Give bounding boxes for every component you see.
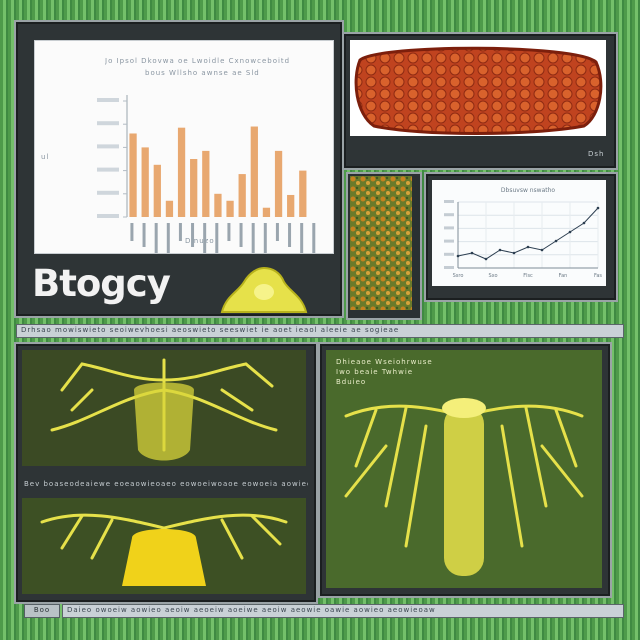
line-chart-x-tick-label: Flsc bbox=[523, 273, 533, 279]
bar bbox=[262, 207, 271, 217]
bottom-status-strip: Daieo owoeiw aowieo aeoiw aeoeiw aoeiwe … bbox=[62, 604, 624, 618]
bar-chart-y-tick-label bbox=[97, 214, 119, 218]
chart-x-axis-label: Dmuzo bbox=[185, 237, 215, 245]
bar-chart-y-tick-label bbox=[97, 190, 119, 195]
bar bbox=[153, 164, 161, 217]
bottom-button[interactable]: Boo bbox=[24, 604, 60, 618]
bar bbox=[190, 159, 198, 217]
bar-category-label bbox=[239, 223, 243, 247]
bar-category-label bbox=[288, 223, 292, 247]
line-point bbox=[568, 230, 572, 234]
line-point bbox=[456, 254, 460, 258]
line-point bbox=[526, 245, 530, 249]
lower-left-monitor: Bev boaseodeaiewe eoeaowieoaeo eowoeiwoa… bbox=[14, 342, 318, 604]
bar bbox=[238, 174, 246, 217]
bar-chart-y-tick-label bbox=[97, 98, 119, 102]
line-chart-monitor: Dbsuvsw nswatho Ssro Sxo Flsc Fan Fas bbox=[424, 172, 618, 302]
organism-detail-view: Dhieaoe Wseiohrwuse Iwo beaie Twhwie Bdu… bbox=[326, 350, 602, 588]
chart-y-axis-label: ul bbox=[41, 153, 50, 161]
line-chart-y-tick-label bbox=[444, 266, 454, 269]
bottom-button-label: Boo bbox=[33, 606, 51, 614]
organism-root-icon bbox=[344, 398, 584, 576]
line-chart-y-tick-label bbox=[444, 252, 454, 256]
chart-caption-line1: Jo Ipsol Dkovwa oe Lwoidle Cxnowceboitd bbox=[105, 57, 291, 65]
bar bbox=[299, 170, 307, 217]
bar-category-label bbox=[215, 223, 219, 253]
top-left-monitor: Jo Ipsol Dkovwa oe Lwoidle Cxnowceboitd … bbox=[14, 20, 344, 318]
line-chart-x-tick-label: Sxo bbox=[488, 273, 497, 279]
bar-category-label bbox=[154, 223, 158, 253]
line-point bbox=[484, 257, 488, 261]
root-panel-caption: Bev boaseodeaiewe eoeaowieoaeo eowoeiwoa… bbox=[24, 480, 308, 488]
bar-category-label bbox=[191, 223, 195, 247]
tissue-status-text: Dsh bbox=[588, 150, 605, 158]
bar bbox=[202, 150, 210, 217]
bar-category-label bbox=[312, 223, 316, 253]
bar-chart-y-tick-label bbox=[97, 144, 119, 149]
tissue-monitor: Dsh bbox=[342, 32, 618, 170]
bar-category-label bbox=[275, 223, 279, 241]
bar bbox=[214, 193, 222, 217]
line-chart: Dbsuvsw nswatho Ssro Sxo Flsc Fan Fas bbox=[444, 187, 602, 279]
bar-category-label bbox=[166, 223, 170, 253]
bar-category-label bbox=[203, 223, 207, 253]
leaf-texture-panel bbox=[346, 172, 422, 320]
bar bbox=[177, 127, 186, 217]
line-point bbox=[540, 248, 544, 252]
bar bbox=[226, 200, 234, 217]
line-point bbox=[554, 239, 558, 243]
lower-right-monitor: Dhieaoe Wseiohrwuse Iwo beaie Twhwie Bdu… bbox=[318, 342, 612, 598]
line-chart-y-tick-label bbox=[444, 200, 454, 203]
bar-category-label bbox=[130, 223, 134, 241]
organism-caption-line1: Dhieaoe Wseiohrwuse bbox=[336, 358, 433, 366]
bar-category-label bbox=[142, 223, 146, 247]
line-chart-x-tick-label: Fan bbox=[559, 273, 568, 279]
organism-caption-line2: Iwo beaie Twhwie bbox=[336, 368, 414, 376]
line-point bbox=[498, 248, 502, 252]
root-bulb-icon bbox=[40, 513, 288, 586]
bar-category-label bbox=[263, 223, 267, 253]
line-point bbox=[596, 206, 600, 210]
leaf-texture-image bbox=[350, 176, 412, 310]
line-chart-y-tick-label bbox=[444, 239, 454, 243]
line-chart-y-tick-label bbox=[444, 213, 454, 217]
bottom-status-text: Daieo owoeiw aowieo aeoiw aeoeiw aoeiwe … bbox=[67, 606, 436, 614]
app-logo: Btogcy bbox=[32, 262, 171, 305]
toolbar-strip: Drhsao mowiswieto seoiwevhoesi aeoswieto… bbox=[16, 324, 624, 338]
bar bbox=[165, 200, 174, 217]
bar bbox=[141, 147, 149, 217]
bar bbox=[129, 133, 137, 217]
root-system-view-2 bbox=[22, 498, 306, 594]
bar-category-label bbox=[251, 223, 255, 253]
line-chart-x-tick-label: Ssro bbox=[453, 273, 464, 279]
bar bbox=[287, 194, 295, 217]
chart-caption-line2: bous Wllsho awnse ae Sld bbox=[145, 69, 260, 77]
bar-chart-panel: Jo Ipsol Dkovwa oe Lwoidle Cxnowceboitd … bbox=[34, 40, 334, 254]
bar bbox=[274, 150, 283, 217]
line-chart-panel: Dbsuvsw nswatho Ssro Sxo Flsc Fan Fas bbox=[432, 180, 606, 286]
root-system-view-1 bbox=[22, 350, 306, 466]
toolbar-strip-text: Drhsao mowiswieto seoiwevhoesi aeoswieto… bbox=[21, 326, 400, 334]
line-point bbox=[582, 221, 586, 225]
organism-caption-line3: Bduieo bbox=[336, 378, 367, 386]
yellow-specimen-icon bbox=[220, 266, 308, 313]
tissue-image bbox=[350, 40, 606, 136]
bar-chart bbox=[97, 95, 316, 253]
bar-category-label bbox=[300, 223, 304, 253]
line-point bbox=[512, 251, 516, 255]
bar-chart-y-tick-label bbox=[97, 121, 119, 126]
line-chart-y-tick-label bbox=[444, 226, 454, 230]
line-chart-x-tick-label: Fas bbox=[594, 273, 602, 279]
tissue-specimen-icon bbox=[354, 46, 603, 135]
bar bbox=[250, 126, 258, 217]
line-chart-title: Dbsuvsw nswatho bbox=[501, 187, 556, 194]
root-system-icon bbox=[50, 358, 278, 461]
bar-category-label bbox=[178, 223, 182, 241]
bar-chart-y-tick-label bbox=[97, 167, 119, 172]
bar-category-label bbox=[227, 223, 231, 241]
line-point bbox=[470, 251, 474, 255]
